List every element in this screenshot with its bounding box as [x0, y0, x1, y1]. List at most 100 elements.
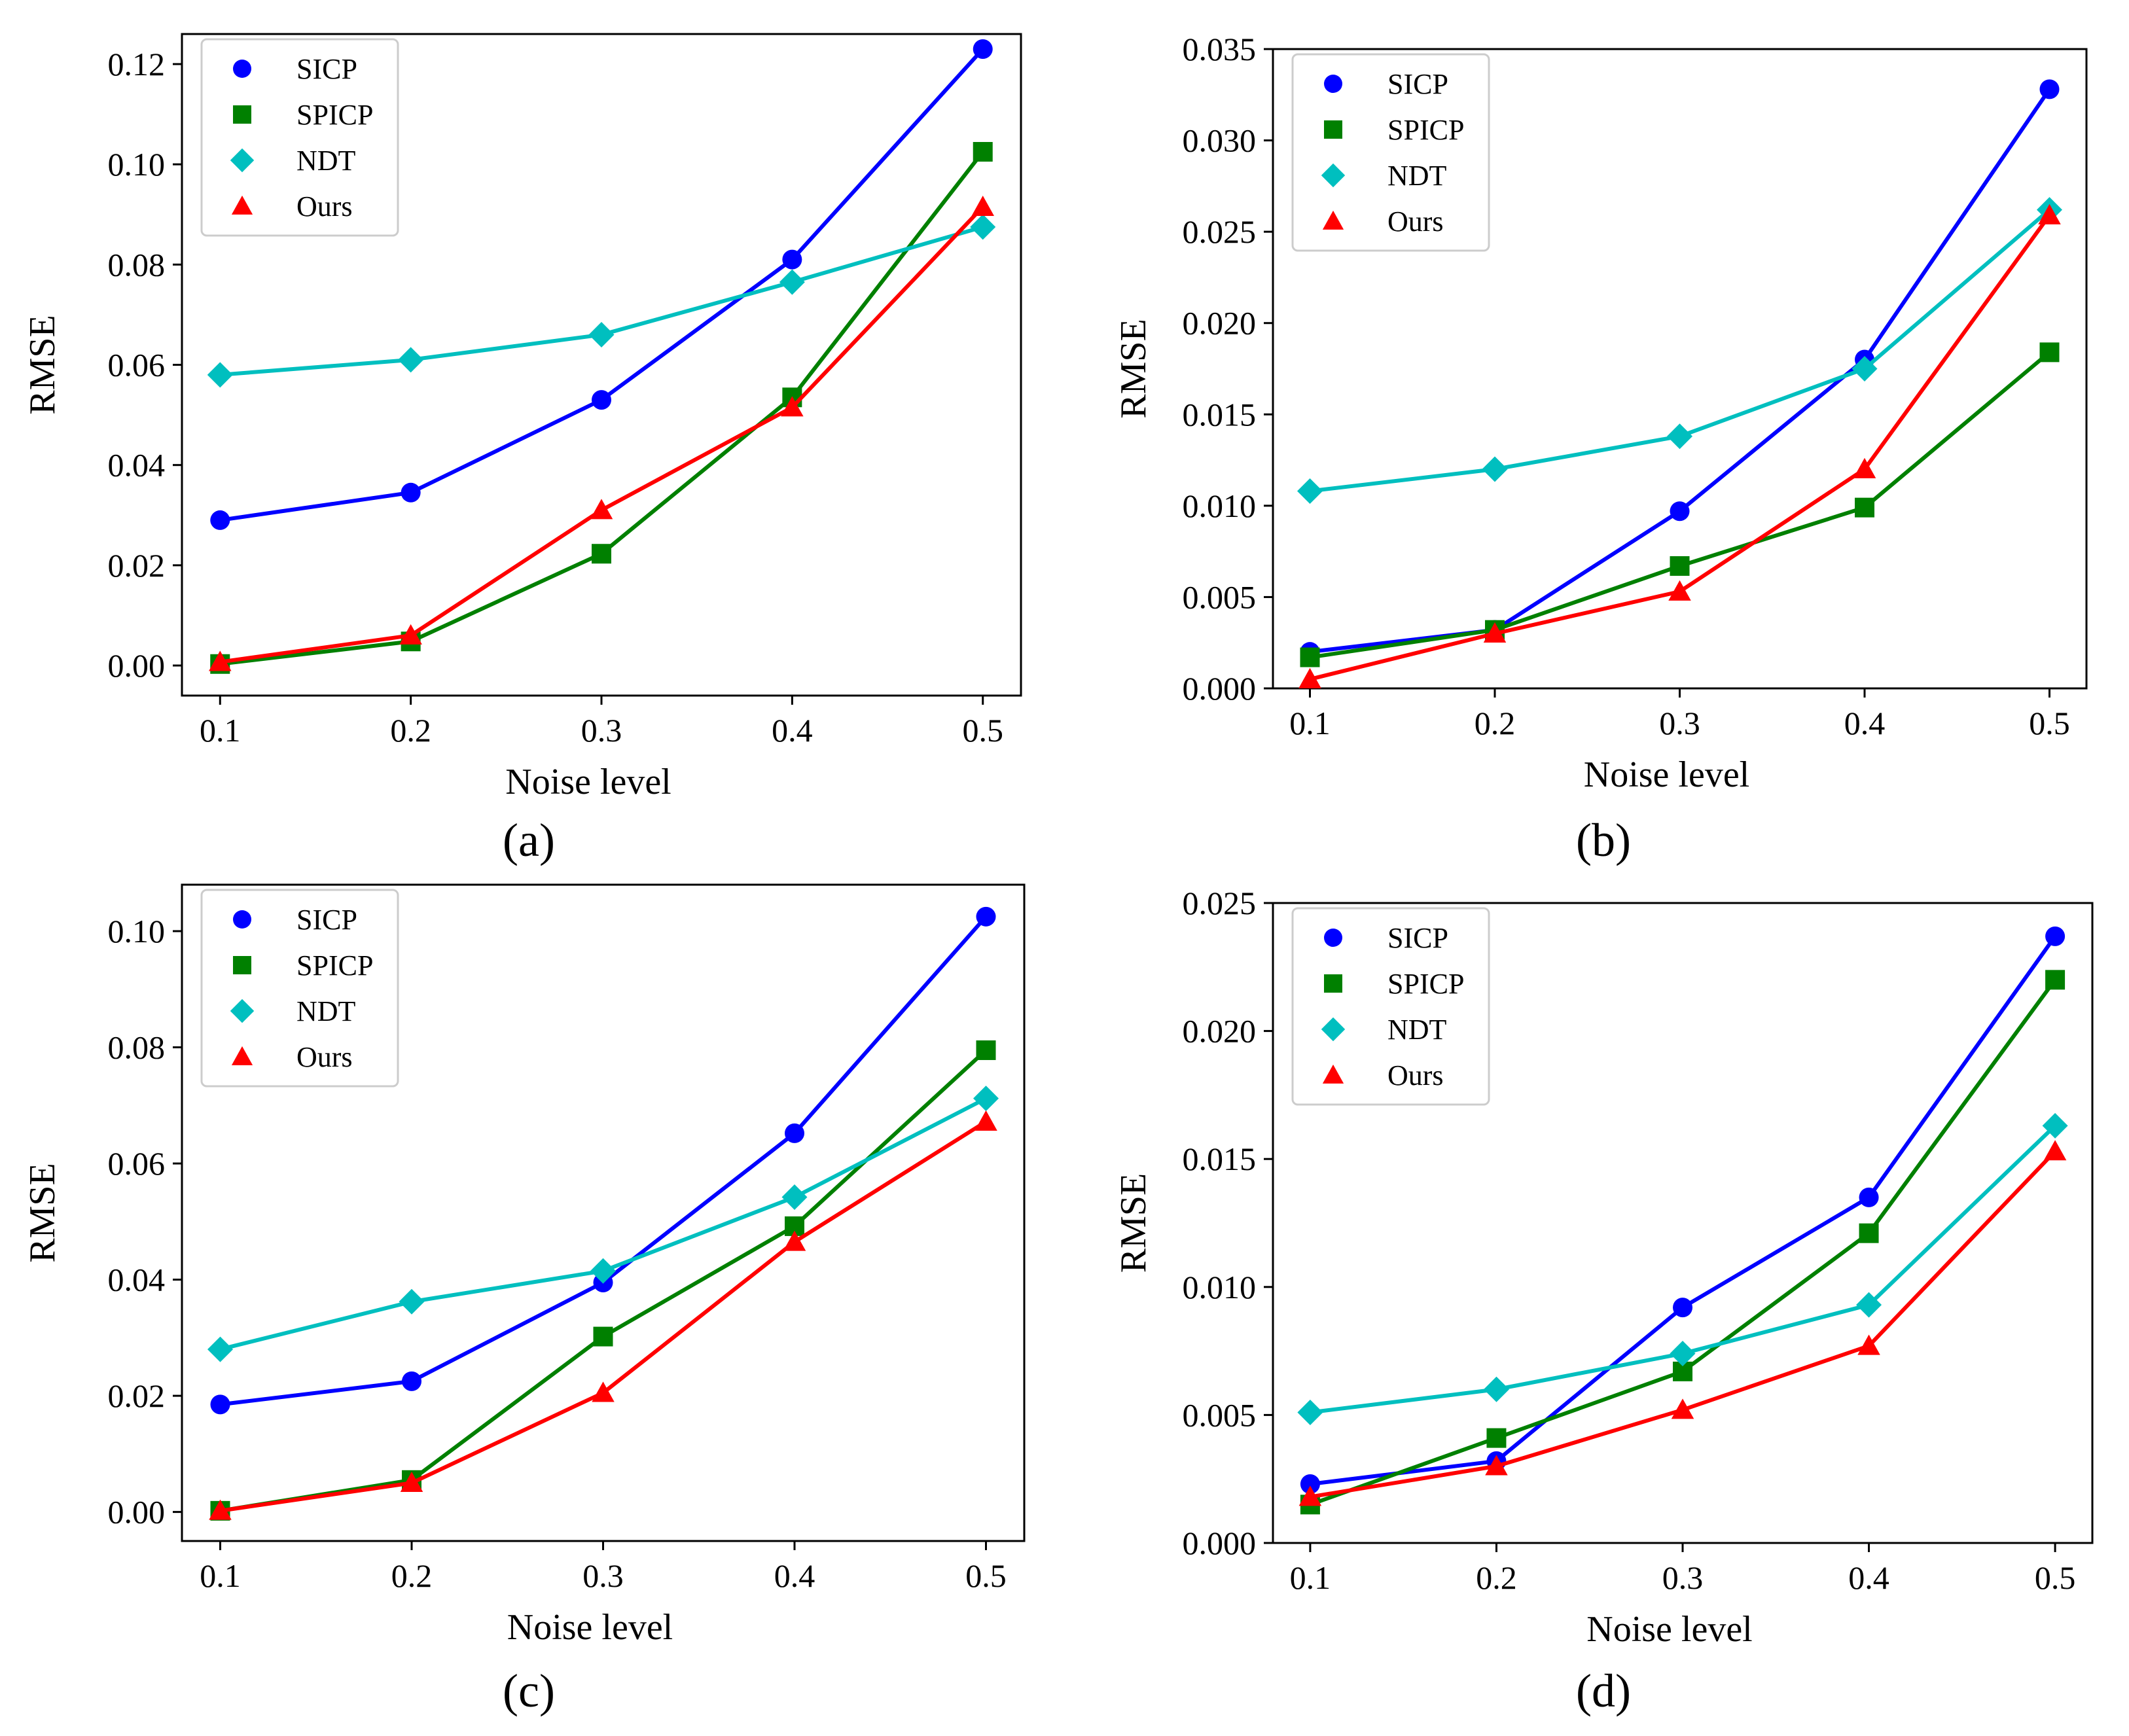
panel-label-a-text: (a)	[503, 814, 555, 866]
legend-label-spicp-c: SPICP	[296, 949, 373, 982]
y-axis-label-a: RMSE	[22, 315, 63, 415]
legend-marker-ours-c	[231, 1046, 253, 1065]
point-ours-a	[209, 650, 232, 671]
y-tick-label-c: 0.10	[108, 913, 166, 949]
point-ndt-d	[1297, 1399, 1323, 1425]
x-tick-label-a: 0.1	[200, 712, 241, 749]
point-ours-b	[2038, 204, 2061, 224]
point-ours-d	[1857, 1334, 1880, 1355]
legend-label-ndt-a: NDT	[296, 145, 356, 177]
x-axis-label-a: Noise level	[505, 762, 671, 802]
x-tick-label-d: 0.3	[1662, 1559, 1704, 1596]
point-ndt-d	[1856, 1292, 1882, 1318]
point-ours-c	[592, 1381, 615, 1402]
point-ours-d	[2043, 1140, 2067, 1161]
point-sicp-c	[210, 1394, 230, 1415]
point-spicp-d	[1486, 1428, 1507, 1448]
x-tick-label-d: 0.5	[2035, 1559, 2076, 1596]
point-sicp-d	[1673, 1298, 1692, 1318]
point-spicp-b	[1670, 556, 1690, 576]
point-spicp-b	[1300, 647, 1320, 667]
point-sicp-b	[1670, 501, 1690, 522]
point-ndt-a	[207, 362, 233, 388]
y-tick-label-d: 0.015	[1183, 1141, 1257, 1177]
y-tick-label-c: 0.04	[108, 1262, 166, 1298]
point-ours-c	[783, 1230, 806, 1251]
y-tick-label-d: 0.005	[1183, 1396, 1257, 1433]
point-ndt-d	[1670, 1341, 1696, 1367]
point-sicp-c	[402, 1371, 421, 1391]
point-spicp-c	[976, 1040, 996, 1060]
y-tick-label-d: 0.010	[1183, 1269, 1257, 1305]
legend-marker-ndt-a	[230, 148, 255, 173]
legend-label-sicp-c: SICP	[296, 904, 357, 936]
chart-d: 0.1 0.2 0.3 0.4 0.5 0.000 0.005 0.010 0.015 0.020…	[1113, 885, 2094, 1650]
legend-marker-ours-a	[231, 195, 253, 215]
legend-label-sicp-d: SICP	[1387, 922, 1448, 954]
legend-marker-sicp-a	[233, 60, 251, 78]
point-ndt-d	[1483, 1376, 1509, 1402]
legend-label-ndt-c: NDT	[296, 995, 356, 1027]
x-axis-label-d: Noise level	[1586, 1609, 1752, 1650]
y-axis-label-c: RMSE	[22, 1163, 63, 1263]
point-sicp-a	[973, 39, 993, 59]
y-tick-label-d: 0.025	[1183, 885, 1257, 921]
x-tick-label-b: 0.2	[1475, 705, 1516, 741]
point-ours-d	[1485, 1455, 1508, 1476]
point-sicp-a	[592, 390, 611, 410]
y-tick-label-b: 0.005	[1183, 578, 1257, 615]
point-ndt-a	[588, 322, 615, 348]
x-tick-label-d: 0.2	[1476, 1559, 1517, 1596]
legend-marker-sicp-b	[1324, 75, 1342, 93]
y-tick-label-a: 0.00	[108, 647, 166, 684]
legend-box-a	[200, 38, 399, 237]
point-spicp-b	[1855, 497, 1874, 518]
point-ndt-d	[2042, 1112, 2068, 1139]
point-ndt-b	[1482, 456, 1508, 482]
x-tick-label-d: 0.1	[1290, 1559, 1331, 1596]
y-tick-label-a: 0.06	[108, 347, 166, 383]
point-spicp-d	[1859, 1223, 1879, 1243]
y-tick-label-c: 0.02	[108, 1377, 166, 1414]
point-spicp-a	[973, 141, 993, 162]
point-ours-b	[1298, 667, 1321, 688]
legend-marker-sicp-c	[233, 910, 251, 929]
point-ours-a	[590, 499, 613, 520]
point-ours-d	[1671, 1398, 1694, 1419]
legend-label-spicp-d: SPICP	[1387, 968, 1464, 1000]
point-sicp-c	[785, 1123, 804, 1143]
x-tick-label-b: 0.3	[1659, 705, 1700, 741]
point-spicp-b	[2039, 342, 2060, 363]
x-tick-label-c: 0.3	[582, 1557, 624, 1594]
point-ours-c	[209, 1499, 232, 1520]
legend-label-sicp-b: SICP	[1387, 68, 1448, 100]
point-sicp-a	[210, 510, 230, 530]
chart-b: 0.1 0.2 0.3 0.4 0.5 0.000 0.005 0.010 0.015 0.020…	[1113, 31, 2088, 795]
x-tick-label-a: 0.3	[581, 712, 622, 749]
panel-label-a: (a)	[332, 817, 725, 864]
point-ours-a	[971, 195, 994, 217]
series-line-ours-a	[219, 205, 984, 664]
point-ndt-c	[399, 1288, 425, 1315]
point-sicp-d	[1300, 1474, 1320, 1495]
point-ours-b	[1668, 580, 1691, 601]
y-tick-label-a: 0.10	[108, 146, 166, 183]
legend-marker-ours-b	[1322, 210, 1344, 230]
point-sicp-a	[401, 482, 421, 503]
x-axis-label-c: Noise level	[507, 1607, 673, 1648]
legend-label-spicp-b: SPICP	[1387, 114, 1464, 146]
point-ours-c	[400, 1471, 423, 1493]
point-ndt-b	[1297, 478, 1323, 505]
x-tick-label-c: 0.2	[391, 1557, 433, 1594]
legend-label-ours-d: Ours	[1387, 1059, 1444, 1091]
point-ours-b	[1483, 622, 1507, 643]
point-ndt-c	[590, 1258, 616, 1284]
legend-box-b	[1291, 53, 1490, 252]
series-line-ndt-c	[219, 1096, 987, 1351]
point-spicp-d	[2045, 970, 2066, 990]
y-tick-label-d: 0.020	[1183, 1013, 1257, 1050]
legend-marker-spicp-a	[233, 105, 251, 124]
y-tick-label-b: 0.030	[1183, 122, 1257, 159]
legend-marker-spicp-c	[233, 956, 251, 974]
y-axis-label-b: RMSE	[1113, 319, 1154, 419]
